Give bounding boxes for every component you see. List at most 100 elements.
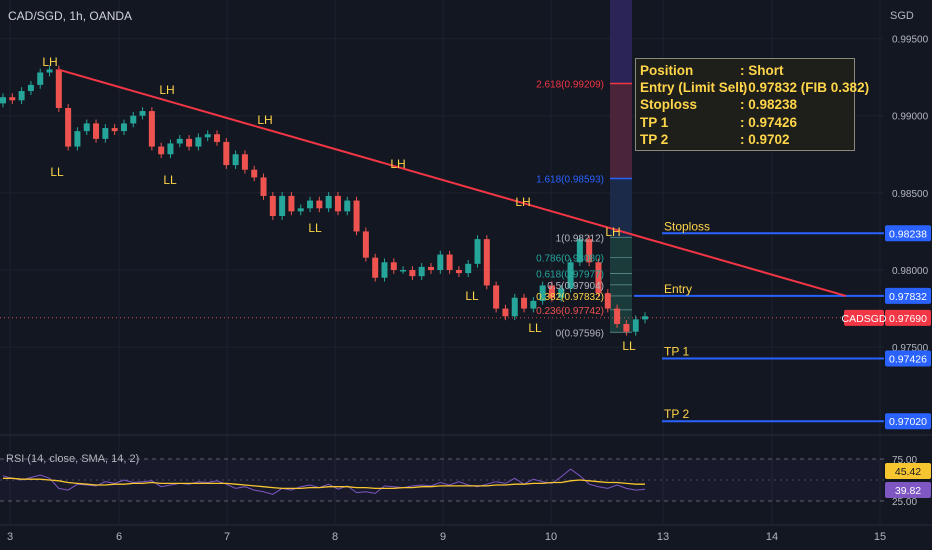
time-axis-label: 9 bbox=[440, 531, 446, 543]
time-axis: 3 6 7 8 9 10 13 14 15 bbox=[0, 524, 932, 543]
rsi-sma-line bbox=[3, 477, 645, 490]
swing-label: LH bbox=[605, 225, 620, 239]
candle bbox=[288, 195, 295, 212]
tag-symbol-bg bbox=[844, 309, 884, 326]
rsi-axis-75: 75.00 bbox=[892, 455, 917, 466]
fib-label: 2.618(0.99209) bbox=[536, 79, 604, 90]
swing-label: LL bbox=[163, 173, 177, 187]
fib-label: 0.618(0.97977) bbox=[536, 270, 604, 281]
info-key: TP 1 bbox=[640, 114, 669, 130]
candle bbox=[214, 134, 220, 142]
candle bbox=[409, 270, 416, 277]
candle bbox=[27, 84, 34, 92]
time-axis-label: 6 bbox=[116, 531, 122, 543]
swing-labels: LH LL LH LL LH LL LH LL LH LL LH LL bbox=[42, 55, 636, 353]
rsi-axis-25: 25.00 bbox=[892, 497, 917, 508]
candle bbox=[120, 123, 127, 132]
price-axis-label: 0.99500 bbox=[892, 35, 929, 46]
candle bbox=[334, 195, 341, 212]
rsi-tag-bg bbox=[885, 482, 931, 498]
candle bbox=[260, 177, 267, 196]
candle bbox=[362, 231, 369, 258]
tag-tp1-bg bbox=[885, 350, 931, 367]
price-axis-label: 0.98500 bbox=[892, 189, 929, 200]
tag-symbol: CADSGD bbox=[842, 313, 887, 325]
candle bbox=[130, 115, 137, 124]
candle bbox=[567, 262, 574, 289]
currency-label: SGD bbox=[890, 10, 914, 22]
time-axis-label: 3 bbox=[7, 531, 13, 543]
candle bbox=[9, 97, 16, 101]
fib-label: 0.5(0.97904) bbox=[547, 281, 604, 292]
rsi-tag: 39.82 bbox=[895, 485, 921, 497]
candle bbox=[437, 254, 444, 270]
position-info-panel: Position : Short Entry (Limit Sell): 0.978… bbox=[635, 58, 869, 151]
candle bbox=[232, 154, 239, 166]
candle bbox=[576, 239, 583, 263]
candle bbox=[623, 324, 630, 332]
info-value: : 0.97426 bbox=[740, 114, 798, 130]
time-axis-label: 14 bbox=[766, 531, 778, 543]
candle bbox=[269, 195, 276, 216]
fib-label: 1.618(0.98593) bbox=[536, 175, 604, 186]
rsi-title: RSI (14, close, SMA, 14, 2) bbox=[6, 453, 139, 465]
candle bbox=[642, 316, 648, 320]
tag-tp2-bg bbox=[885, 413, 931, 430]
swing-label: LH bbox=[390, 157, 405, 171]
candle bbox=[604, 293, 611, 309]
candle bbox=[148, 111, 155, 147]
tag-tp1: 0.97426 bbox=[889, 354, 927, 366]
candle bbox=[483, 239, 490, 286]
rsi-sma-tag: 45.42 bbox=[895, 466, 921, 478]
fib-zone-top bbox=[610, 0, 632, 84]
candle bbox=[502, 308, 509, 317]
symbol-title[interactable]: CAD/SGD, 1h, OANDA bbox=[8, 9, 132, 23]
candle bbox=[390, 262, 397, 270]
info-key: TP 2 bbox=[640, 131, 669, 147]
candle bbox=[493, 285, 500, 309]
candle bbox=[176, 138, 183, 144]
fib-labels: 2.618(0.99209) 1.618(0.98593) 1(0.98212) 0.… bbox=[536, 79, 604, 339]
candle bbox=[74, 131, 81, 147]
time-axis-label: 13 bbox=[657, 531, 669, 543]
swing-label: LH bbox=[257, 113, 272, 127]
fib-label: 0.382(0.97832) bbox=[536, 292, 604, 303]
info-value: : 0.98238 bbox=[740, 97, 798, 113]
price-axis: 0.99500 0.99000 0.98500 0.98000 0.97500 bbox=[892, 35, 929, 355]
time-axis-label: 7 bbox=[224, 531, 230, 543]
candle bbox=[316, 200, 323, 209]
info-row: Position : Short bbox=[640, 62, 850, 79]
candle bbox=[455, 270, 462, 274]
candle bbox=[93, 123, 100, 139]
candle bbox=[55, 69, 62, 108]
candle bbox=[167, 143, 174, 155]
fib-label: 1(0.98212) bbox=[556, 233, 604, 244]
candle bbox=[307, 200, 314, 209]
info-key: Entry (Limit Sell) bbox=[640, 80, 748, 96]
candle bbox=[195, 137, 202, 147]
swing-label: LH bbox=[515, 195, 530, 209]
candle bbox=[102, 128, 109, 139]
trendline[interactable] bbox=[57, 68, 847, 297]
time-axis-label: 8 bbox=[332, 531, 338, 543]
info-row: Entry (Limit Sell): 0.97832 (FIB 0.382) bbox=[640, 79, 869, 96]
candle bbox=[186, 138, 193, 147]
info-key: Position bbox=[640, 63, 694, 78]
rsi-band bbox=[0, 459, 884, 501]
candle bbox=[18, 91, 25, 101]
rsi-sma-tag-bg bbox=[885, 463, 931, 479]
level-label-tp1: TP 1 bbox=[664, 345, 689, 359]
candle bbox=[158, 146, 165, 155]
candle bbox=[297, 208, 304, 212]
candle bbox=[344, 200, 351, 212]
time-axis-label: 15 bbox=[874, 531, 886, 543]
price-axis-label: 0.97500 bbox=[892, 343, 929, 354]
info-value: : Short bbox=[740, 63, 784, 78]
candle bbox=[0, 97, 6, 104]
level-lines: Stoploss Entry TP 1 TP 2 bbox=[0, 219, 884, 423]
tag-tp2: 0.97020 bbox=[889, 416, 927, 428]
fib-label: 0(0.97596) bbox=[556, 328, 604, 339]
fib-zone-2618 bbox=[610, 83, 632, 179]
